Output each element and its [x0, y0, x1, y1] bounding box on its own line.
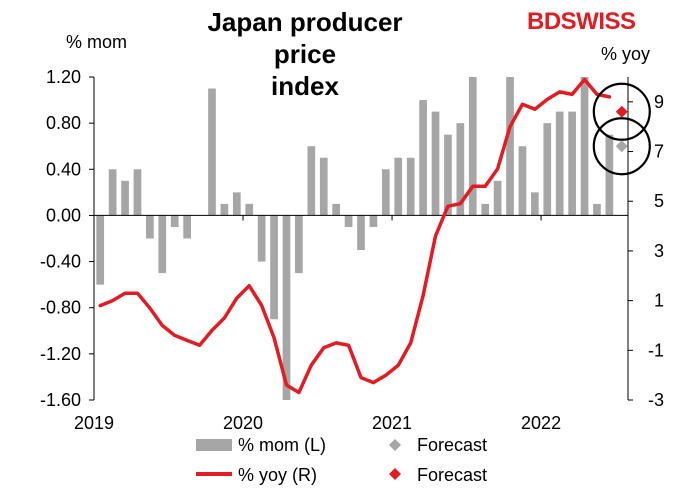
mom-bar	[158, 215, 167, 274]
mom-bar	[357, 215, 365, 251]
forecast-circle-mom	[592, 117, 651, 176]
mom-bar	[605, 134, 614, 216]
mom-bar	[419, 100, 427, 216]
mom-bar	[307, 146, 316, 216]
x-tick-label: 2021	[372, 413, 412, 433]
mom-bar	[108, 169, 117, 216]
mom-bar	[170, 215, 179, 227]
mom-bar	[456, 123, 465, 216]
left-axis-label: % mom	[66, 32, 128, 52]
right-tick-label: 1	[654, 291, 664, 311]
mom-bar	[121, 180, 129, 216]
left-tick-label: 0.40	[46, 159, 81, 179]
mom-bar	[431, 111, 440, 216]
mom-bars	[96, 77, 614, 400]
legend-label-mom: % mom (L)	[238, 435, 326, 455]
x-tick-label: 2020	[223, 413, 263, 433]
x-tick-label: 2022	[521, 413, 561, 433]
mom-bar	[332, 203, 341, 216]
right-tick-labels: 9 7 5 3 1 -1 -3	[648, 92, 664, 410]
left-tick-label: 1.20	[46, 67, 81, 87]
mom-bar	[394, 157, 403, 216]
chart-title: Japan producer price index	[175, 6, 435, 102]
mom-bar	[344, 215, 353, 227]
yoy-forecast-marker	[615, 105, 628, 118]
legend-marker-yoy-forecast	[389, 468, 401, 480]
left-tick-label: 0.80	[46, 113, 81, 133]
mom-bar	[468, 77, 477, 216]
mom-bar	[282, 215, 291, 400]
mom-bar	[245, 203, 254, 216]
mom-bar	[518, 146, 527, 216]
right-tick-label: 5	[654, 191, 664, 211]
mom-forecast-marker	[615, 140, 628, 153]
forecast-group	[592, 82, 651, 176]
right-tick-label: 9	[654, 92, 664, 112]
mom-bar	[183, 215, 191, 239]
mom-bar	[406, 157, 415, 216]
left-tick-label: -0.80	[40, 298, 81, 318]
legend-label-yoy: % yoy (R)	[238, 465, 317, 485]
mom-bar	[257, 215, 266, 262]
mom-bar	[319, 157, 328, 216]
mom-bar	[506, 77, 514, 216]
legend-label-yoy-forecast: Forecast	[417, 465, 487, 485]
mom-bar	[568, 111, 576, 216]
mom-bar	[369, 215, 378, 227]
chart-title-line2: index	[271, 71, 339, 101]
mom-bar	[493, 180, 502, 216]
left-tick-label: -1.20	[40, 344, 81, 364]
legend-marker-mom-forecast	[389, 439, 401, 451]
mom-bar	[96, 215, 105, 285]
mom-bar	[593, 203, 601, 216]
mom-bar	[381, 169, 390, 216]
mom-bar	[208, 88, 216, 216]
left-tick-label: 0.00	[46, 205, 81, 225]
mom-bar	[270, 215, 278, 320]
left-tick-label: -1.60	[40, 390, 81, 410]
mom-bar	[444, 134, 452, 216]
mom-bar	[232, 192, 241, 216]
right-tick-label: -3	[648, 390, 664, 410]
x-tick-label: 2019	[74, 413, 114, 433]
mom-bar	[481, 203, 490, 216]
mom-bar	[295, 215, 303, 274]
forecast-circle-yoy	[592, 82, 651, 141]
axes	[89, 76, 633, 401]
right-tick-label: -1	[648, 340, 664, 360]
right-tick-label: 7	[654, 142, 664, 162]
legend: % mom (L) Forecast % yoy (R) Forecast	[196, 435, 487, 485]
left-tick-label: -0.40	[40, 252, 81, 272]
legend-label-mom-forecast: Forecast	[417, 435, 487, 455]
mom-bar	[133, 169, 142, 216]
yoy-line	[98, 77, 612, 395]
mom-bar	[220, 203, 229, 216]
right-tick-label: 3	[654, 241, 664, 261]
x-tick-labels: 2019 2020 2021 2022	[74, 413, 561, 433]
mom-bar	[580, 77, 589, 216]
left-tick-labels: 1.20 0.80 0.40 0.00 -0.40 -0.80 -1.20 -1.60	[40, 67, 81, 410]
mom-bar	[531, 192, 539, 216]
bdswiss-logo: BDSWISS	[527, 8, 636, 35]
mom-bar	[555, 111, 564, 216]
chart-title-line1: Japan producer price	[207, 7, 403, 69]
legend-swatch-mom	[196, 439, 232, 451]
yoy-line-group	[98, 77, 612, 395]
mom-bar	[146, 215, 154, 239]
mom-bar	[543, 123, 552, 216]
right-axis-label: % yoy	[601, 44, 651, 64]
